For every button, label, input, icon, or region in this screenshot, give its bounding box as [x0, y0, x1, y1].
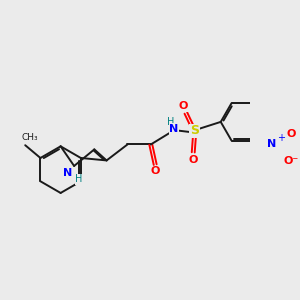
Text: O: O — [188, 155, 198, 165]
Text: N: N — [169, 124, 179, 134]
Text: H: H — [75, 175, 83, 184]
Text: +: + — [277, 133, 285, 143]
Text: H: H — [167, 117, 174, 127]
Text: O: O — [151, 167, 160, 176]
Text: O⁻: O⁻ — [284, 157, 299, 166]
Text: O: O — [286, 130, 296, 140]
Text: O: O — [179, 101, 188, 111]
Text: N: N — [267, 139, 276, 149]
Text: S: S — [190, 124, 199, 137]
Text: N: N — [63, 168, 72, 178]
Text: CH₃: CH₃ — [22, 133, 38, 142]
